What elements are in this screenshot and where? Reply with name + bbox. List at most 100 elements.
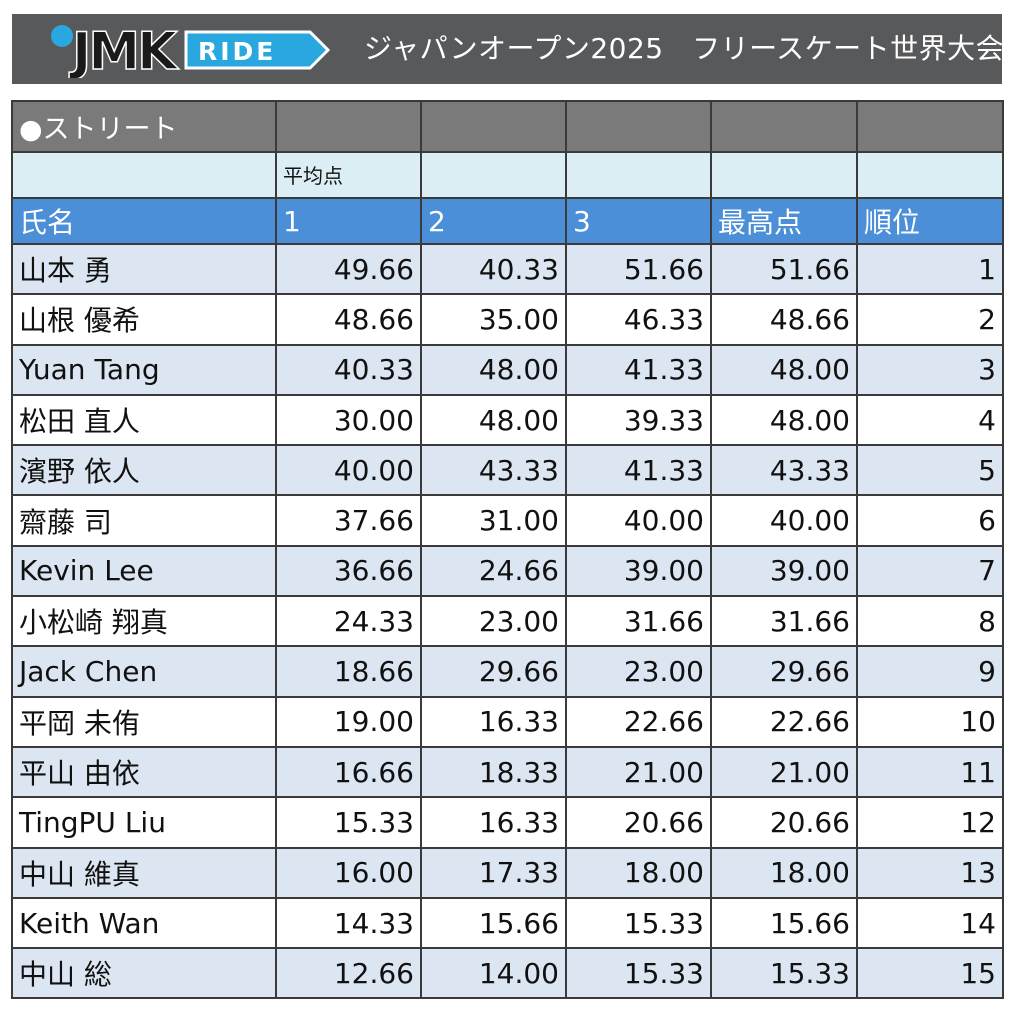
subheader-cell <box>856 151 1004 199</box>
table-row: Yuan Tang 40.33 48.00 41.33 48.00 3 <box>11 343 1004 396</box>
column-header-best: 最高点 <box>710 197 858 245</box>
score-best: 51.66 <box>710 242 858 296</box>
table-row: 松田 直人 30.00 48.00 39.33 48.00 4 <box>11 393 1004 447</box>
rank-value: 3 <box>856 343 1004 396</box>
score-run2: 14.00 <box>420 947 567 1000</box>
column-header-run3: 3 <box>565 197 712 245</box>
score-best: 18.00 <box>710 846 858 899</box>
score-best: 39.00 <box>710 544 858 598</box>
table-row: TingPU Liu 15.33 16.33 20.66 20.66 12 <box>11 796 1004 849</box>
section-cell <box>420 100 567 153</box>
skater-name: Kevin Lee <box>11 544 277 598</box>
score-run2: 35.00 <box>420 293 567 346</box>
rank-value: 13 <box>856 846 1004 899</box>
results-table: ●ストリート 平均点 氏名 1 2 3 最高点 順位 山本 勇 49.66 40.3… <box>11 100 1004 1000</box>
rank-value: 6 <box>856 494 1004 547</box>
rank-value: 8 <box>856 595 1004 648</box>
table-row: Jack Chen 18.66 29.66 23.00 29.66 9 <box>11 645 1004 698</box>
score-run2: 24.66 <box>420 544 567 598</box>
jmk-ride-logo: JMK RIDE <box>51 21 331 78</box>
score-run3: 51.66 <box>565 242 712 296</box>
skater-name: Jack Chen <box>11 645 277 698</box>
table-row: Kevin Lee 36.66 24.66 39.00 39.00 7 <box>11 544 1004 598</box>
rank-value: 1 <box>856 242 1004 296</box>
skater-name: 山本 勇 <box>11 242 277 296</box>
table-row: 小松崎 翔真 24.33 23.00 31.66 31.66 8 <box>11 595 1004 648</box>
score-run2: 43.33 <box>420 444 567 497</box>
score-run3: 39.33 <box>565 393 712 447</box>
table-row: 平岡 未侑 19.00 16.33 22.66 22.66 10 <box>11 695 1004 748</box>
table-row: 齋藤 司 37.66 31.00 40.00 40.00 6 <box>11 494 1004 547</box>
subheader-row: 平均点 <box>11 151 1004 199</box>
column-header-row: 氏名 1 2 3 最高点 順位 <box>11 197 1004 245</box>
score-run2: 18.33 <box>420 745 567 799</box>
title-banner: JMK RIDE ジャパンオープン2025 フリースケート世界大会 <box>12 14 1005 84</box>
score-run3: 22.66 <box>565 695 712 748</box>
skater-name: TingPU Liu <box>11 796 277 849</box>
score-best: 48.00 <box>710 393 858 447</box>
table-row: 平山 由依 16.66 18.33 21.00 21.00 11 <box>11 745 1004 799</box>
page-title: ジャパンオープン2025 フリースケート世界大会 <box>364 32 1005 65</box>
rank-value: 10 <box>856 695 1004 748</box>
column-header-name: 氏名 <box>11 197 277 245</box>
score-run1: 48.66 <box>275 293 422 346</box>
rank-value: 15 <box>856 947 1004 1000</box>
score-run1: 14.33 <box>275 896 422 950</box>
score-best: 15.33 <box>710 947 858 1000</box>
section-cell <box>565 100 712 153</box>
score-best: 40.00 <box>710 494 858 547</box>
score-best: 21.00 <box>710 745 858 799</box>
skater-name: Keith Wan <box>11 896 277 950</box>
score-run2: 48.00 <box>420 393 567 447</box>
score-run3: 18.00 <box>565 846 712 899</box>
column-header-run1: 1 <box>275 197 422 245</box>
results-body: ●ストリート 平均点 氏名 1 2 3 最高点 順位 山本 勇 49.66 40.3… <box>11 100 1004 1000</box>
score-run1: 15.33 <box>275 796 422 849</box>
score-run1: 19.00 <box>275 695 422 748</box>
table-row: 濱野 依人 40.00 43.33 41.33 43.33 5 <box>11 444 1004 497</box>
score-run3: 41.33 <box>565 444 712 497</box>
subheader-cell <box>710 151 858 199</box>
score-run2: 16.33 <box>420 695 567 748</box>
rank-value: 5 <box>856 444 1004 497</box>
score-run1: 37.66 <box>275 494 422 547</box>
logo-ride-text: RIDE <box>198 37 276 66</box>
score-run3: 23.00 <box>565 645 712 698</box>
skater-name: 中山 維真 <box>11 846 277 899</box>
score-run2: 23.00 <box>420 595 567 648</box>
score-run2: 29.66 <box>420 645 567 698</box>
score-run2: 17.33 <box>420 846 567 899</box>
skater-name: 中山 総 <box>11 947 277 1000</box>
score-run3: 31.66 <box>565 595 712 648</box>
score-best: 29.66 <box>710 645 858 698</box>
score-run3: 46.33 <box>565 293 712 346</box>
score-best: 48.00 <box>710 343 858 396</box>
logo-jmk-text: JMK <box>69 22 179 78</box>
score-run1: 16.00 <box>275 846 422 899</box>
section-label: ●ストリート <box>11 100 277 153</box>
skater-name: 齋藤 司 <box>11 494 277 547</box>
skater-name: 松田 直人 <box>11 393 277 447</box>
score-best: 20.66 <box>710 796 858 849</box>
section-cell <box>710 100 858 153</box>
score-best: 48.66 <box>710 293 858 346</box>
table-row: 山根 優希 48.66 35.00 46.33 48.66 2 <box>11 293 1004 346</box>
score-best: 15.66 <box>710 896 858 950</box>
score-run1: 12.66 <box>275 947 422 1000</box>
rank-value: 7 <box>856 544 1004 598</box>
subheader-cell <box>11 151 277 199</box>
section-row: ●ストリート <box>11 100 1004 153</box>
logo-ride-badge <box>184 30 331 70</box>
table-row: 中山 総 12.66 14.00 15.33 15.33 15 <box>11 947 1004 1000</box>
score-run2: 15.66 <box>420 896 567 950</box>
rank-value: 12 <box>856 796 1004 849</box>
skater-name: 山根 優希 <box>11 293 277 346</box>
score-run1: 36.66 <box>275 544 422 598</box>
score-run3: 21.00 <box>565 745 712 799</box>
score-run1: 40.00 <box>275 444 422 497</box>
table-row: 山本 勇 49.66 40.33 51.66 51.66 1 <box>11 242 1004 296</box>
score-run2: 16.33 <box>420 796 567 849</box>
score-run3: 39.00 <box>565 544 712 598</box>
score-run3: 15.33 <box>565 896 712 950</box>
skater-name: 濱野 依人 <box>11 444 277 497</box>
